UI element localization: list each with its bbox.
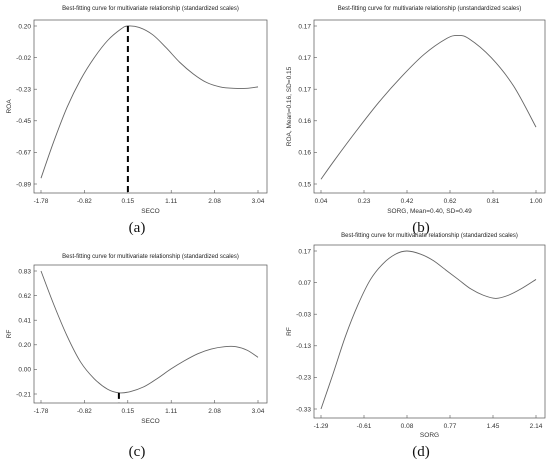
chart-b-x-tick-label: 0.04: [315, 198, 328, 205]
chart-a-y-tick-label: -0.23: [16, 87, 31, 94]
chart-a-x-tick-label: -1.78: [34, 198, 49, 205]
chart-d-x-tick-label: 0.77: [444, 423, 457, 430]
chart-c-plot-frame: [33, 264, 268, 404]
chart-d-y-axis-label: RF: [286, 327, 293, 336]
chart-c-title: Best-fitting curve for multivariate rela…: [62, 254, 239, 260]
chart-d-x-tick-label: -0.61: [357, 423, 372, 430]
chart-d-series-line-0: [320, 250, 537, 410]
chart-b-y-tick-label: 0.15: [298, 181, 311, 188]
chart-a-y-tick-label: -0.45: [16, 118, 31, 125]
chart-d-x-tick-label: 1.45: [487, 423, 500, 430]
chart-b-y-tick-label: 0.16: [298, 150, 311, 157]
chart-d-y-tick-label: -0.33: [296, 406, 311, 413]
chart-a-y-tick-label: -0.67: [16, 150, 31, 157]
chart-c-x-tick-label: 3.04: [252, 408, 265, 415]
chart-c-y-tick-label: 0.83: [18, 268, 31, 275]
chart-b-y-tick-label: 0.17: [298, 55, 311, 62]
chart-c-y-axis-label: RF: [6, 330, 13, 339]
chart-a-x-tick-label: 1.11: [165, 198, 178, 205]
chart-a-x-tick-label: 3.04: [252, 198, 265, 205]
chart-b-y-tick-label: 0.17: [298, 23, 311, 30]
chart-d-title: Best-fitting curve for multivariate rela…: [341, 233, 518, 239]
chart-d-x-tick-label: 2.14: [530, 423, 543, 430]
chart-d-plot-frame: [313, 244, 546, 419]
chart-a-title: Best-fitting curve for multivariate rela…: [62, 6, 239, 12]
chart-c-y-tick-label: 0.62: [18, 293, 31, 300]
chart-b-plot-frame: [313, 19, 546, 194]
chart-b-series-line-0: [320, 35, 537, 180]
chart-d-x-axis-label: SORG: [420, 432, 439, 439]
chart-a-y-axis-label: ROA: [6, 99, 13, 114]
chart-c-y-tick-label: -0.21: [16, 391, 31, 398]
chart-d-caption: (d): [412, 444, 430, 460]
chart-d-y-tick-label: -0.23: [296, 375, 311, 382]
chart-d-y-tick-label: -0.03: [296, 312, 311, 319]
chart-b-x-tick-label: 1.00: [530, 198, 543, 205]
chart-a-series-line-0: [40, 25, 259, 179]
chart-d-x-tick-label: -1.29: [314, 423, 329, 430]
chart-c-x-tick-label: -1.78: [34, 408, 49, 415]
chart-c-x-axis-label: SECO: [141, 418, 159, 425]
chart-c-y-tick-label: 0.00: [18, 367, 31, 374]
chart-b-title: Best-fitting curve for multivariate rela…: [338, 6, 521, 12]
chart-a-y-tick-label: -0.02: [16, 55, 31, 62]
chart-d-y-tick-label: 0.07: [298, 280, 311, 287]
chart-a-x-tick-label: 2.08: [208, 198, 221, 205]
chart-a-x-axis-label: SECO: [141, 208, 159, 215]
chart-d-x-tick-label: 0.08: [401, 423, 414, 430]
chart-c-x-tick-label: -0.82: [77, 408, 92, 415]
chart-c-x-tick-label: 2.08: [208, 408, 221, 415]
chart-a-caption: (a): [129, 220, 146, 236]
chart-c-caption: (c): [129, 444, 146, 460]
chart-c-series-line-0: [40, 270, 259, 394]
chart-d-y-tick-label: -0.13: [296, 343, 311, 350]
chart-b-y-axis-label: ROA, Mean=0.16, SD=0.15: [286, 66, 293, 146]
chart-a-x-tick-label: -0.82: [77, 198, 92, 205]
chart-c-x-tick-label: 1.11: [165, 408, 178, 415]
chart-b-x-tick-label: 0.81: [487, 198, 500, 205]
chart-a-y-tick-label: -0.89: [16, 181, 31, 188]
chart-a-x-tick-label: 0.15: [121, 198, 134, 205]
chart-b-y-tick-label: 0.17: [298, 87, 311, 94]
chart-b-y-tick-label: 0.16: [298, 118, 311, 125]
chart-b-x-axis-label: SORG, Mean=0.40, SD=0.49: [387, 208, 472, 215]
chart-d-y-tick-label: 0.17: [298, 248, 311, 255]
chart-b-x-tick-label: 0.42: [401, 198, 414, 205]
chart-c-y-tick-label: 0.41: [18, 318, 31, 325]
chart-c-y-tick-label: 0.20: [18, 342, 31, 349]
chart-b-caption: (b): [412, 220, 430, 236]
chart-b-x-tick-label: 0.62: [444, 198, 457, 205]
chart-a-y-tick-label: 0.20: [18, 23, 31, 30]
chart-a-plot-frame: [33, 19, 268, 194]
chart-b-x-tick-label: 0.23: [358, 198, 371, 205]
chart-c-x-tick-label: 0.15: [121, 408, 134, 415]
